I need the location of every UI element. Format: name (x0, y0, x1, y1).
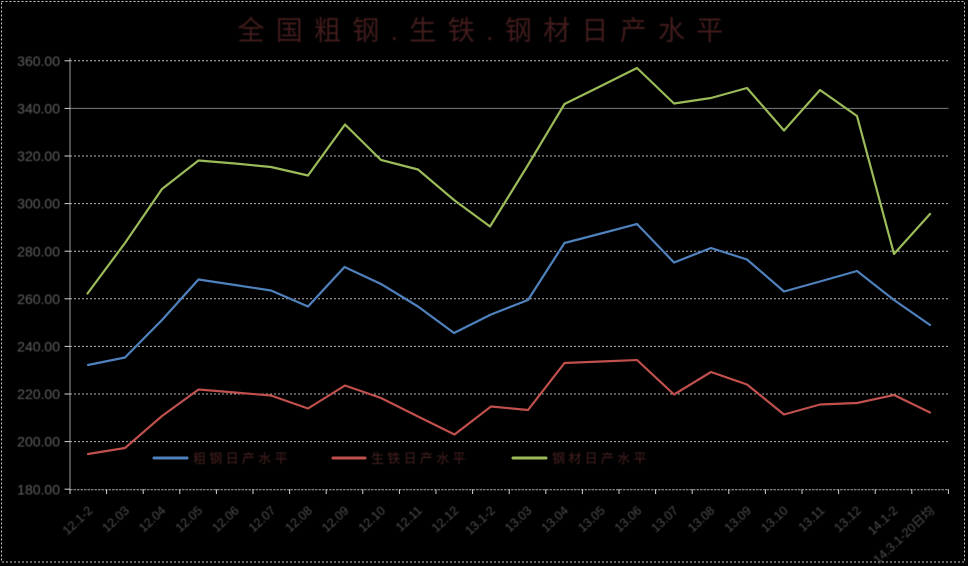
svg-text:220.00: 220.00 (17, 386, 60, 402)
svg-text:钢材日产水平: 钢材日产水平 (552, 451, 650, 466)
svg-text:260.00: 260.00 (17, 291, 60, 307)
svg-text:240.00: 240.00 (17, 339, 60, 355)
svg-text:360.00: 360.00 (17, 53, 60, 69)
svg-text:粗钢日产水平: 粗钢日产水平 (193, 451, 291, 466)
svg-text:320.00: 320.00 (17, 148, 60, 164)
svg-text:全国粗钢.生铁.钢材日产水平: 全国粗钢.生铁.钢材日产水平 (237, 16, 734, 46)
svg-text:300.00: 300.00 (17, 196, 60, 212)
svg-text:200.00: 200.00 (17, 434, 60, 450)
svg-text:280.00: 280.00 (17, 243, 60, 259)
svg-text:180.00: 180.00 (17, 481, 60, 497)
svg-text:生铁日产水平: 生铁日产水平 (371, 451, 469, 466)
svg-text:340.00: 340.00 (17, 101, 60, 117)
